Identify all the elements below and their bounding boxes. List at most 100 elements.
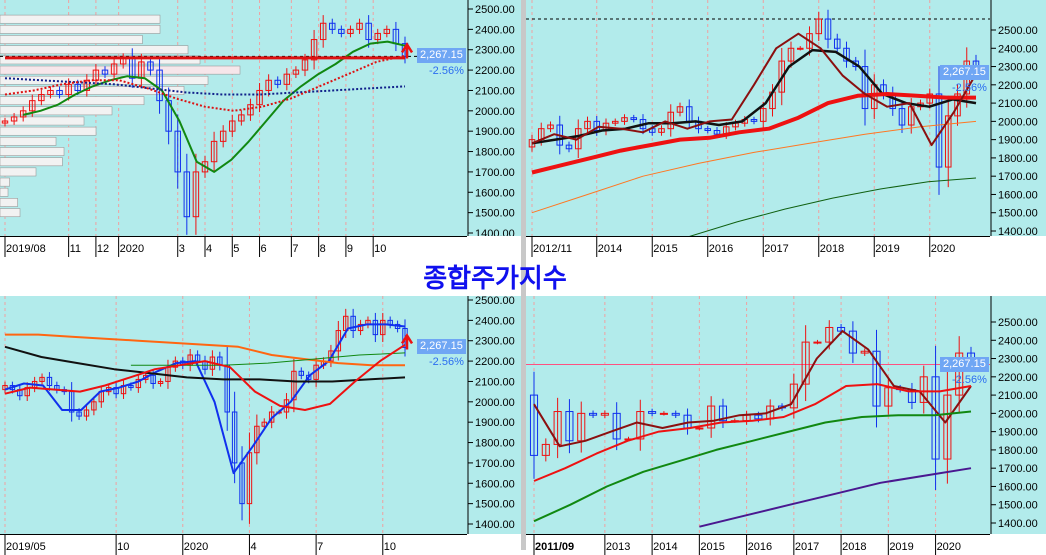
candle-body xyxy=(91,401,97,411)
candle-body xyxy=(833,38,841,49)
volume-profile-bar xyxy=(0,167,37,177)
candle-body xyxy=(815,18,823,35)
y-tick-label: 1600.00 xyxy=(475,187,515,199)
x-axis-canvas: 2019/05 10 2020 4 7 10 xyxy=(4,535,396,555)
candle-body xyxy=(707,405,716,429)
volume-profile-bar xyxy=(0,106,113,116)
ma-line-ma-orange xyxy=(531,120,977,214)
x-tick-label: 7 xyxy=(292,243,298,255)
candle-body xyxy=(380,319,386,336)
x-tick-label: 2017 xyxy=(795,541,819,553)
y-tick-label: 1700.00 xyxy=(475,167,515,179)
x-tick-label: 7 xyxy=(317,541,323,553)
y-axis-bottom-left: 1400.00 1500.00 1600.00 1700.00 1800.00 1900.… xyxy=(467,296,521,534)
candle-body xyxy=(39,376,45,382)
y-tick-label: 1800.00 xyxy=(998,153,1038,165)
candle-body xyxy=(547,124,554,130)
x-axis-canvas: 2011/09 2013 2014 2015 2016 2017 2018 2019 2020 xyxy=(533,535,961,555)
candle-body xyxy=(630,117,638,121)
x-tick-label: 12 xyxy=(97,243,109,255)
candle-body xyxy=(128,385,134,389)
y-tick-label: 2500.00 xyxy=(998,317,1038,329)
y-tick-label: 1900.00 xyxy=(475,417,515,429)
candle-body xyxy=(110,63,118,75)
x-tick-label: 2020 xyxy=(184,541,208,553)
candle-body xyxy=(789,383,798,409)
ma-line-ma-darkred xyxy=(533,330,972,448)
y-tick-label: 1700.00 xyxy=(998,171,1038,183)
ma-line-ma-purple xyxy=(699,467,972,528)
candle-body xyxy=(247,104,254,116)
candle-body xyxy=(872,350,881,407)
volume-profile-bar xyxy=(0,136,57,146)
candle-body xyxy=(636,411,645,440)
current-price-label: 2,267.15 xyxy=(417,48,466,64)
chart-daily[interactable] xyxy=(0,296,467,534)
candle-body xyxy=(192,171,200,218)
x-tick-label: 2015 xyxy=(700,541,724,553)
x-tick-label: 2016 xyxy=(748,541,772,553)
candle-body xyxy=(676,106,684,113)
x-tick-label: 2014 xyxy=(598,243,622,255)
panel-divider[interactable] xyxy=(521,0,526,550)
candle-body xyxy=(150,374,156,384)
candle-body xyxy=(210,140,218,163)
volume-profile-bar xyxy=(0,96,145,106)
candle-body xyxy=(529,394,539,456)
volume-profile-bar xyxy=(0,116,85,126)
x-axis-bottom-right: 2011/09 2013 2014 2015 2016 2017 2018 2019 2020 xyxy=(526,534,990,555)
candle-body xyxy=(350,315,356,332)
x-tick-label: 2013 xyxy=(606,541,630,553)
x-tick-label: 2012/11 xyxy=(533,243,572,255)
y-tick-label: 1900.00 xyxy=(475,126,515,138)
candle-body xyxy=(292,69,300,75)
x-tick-label: 5 xyxy=(233,243,239,255)
x-tick-label: 6 xyxy=(261,243,267,255)
y-axis-top-left: 1400.00 1500.00 1600.00 1700.00 1800.00 1900.… xyxy=(467,0,521,236)
candle-body xyxy=(813,341,822,344)
ma-line-ma-darkred xyxy=(531,32,977,147)
chart-daily-volume-profile[interactable] xyxy=(0,0,467,236)
candle-body xyxy=(658,128,665,133)
x-tick-label: 2020 xyxy=(120,243,144,255)
candle-body xyxy=(806,33,813,49)
candle-body xyxy=(357,323,364,332)
candle-body xyxy=(101,69,109,75)
chart-weekly[interactable] xyxy=(526,0,990,236)
candle-body xyxy=(931,376,940,460)
candle-body xyxy=(565,411,574,442)
candle-body xyxy=(310,39,318,61)
y-tick-label: 1700.00 xyxy=(475,458,515,470)
candle-body xyxy=(584,120,591,130)
y-tick-label: 1400.00 xyxy=(998,226,1038,236)
x-tick-label: 2011/09 xyxy=(535,541,574,553)
price-change-label: -2.56% xyxy=(429,65,464,78)
price-change-label: -2.56% xyxy=(952,81,987,94)
y-tick-label: 1900.00 xyxy=(998,135,1038,147)
ma-line-ma-orange xyxy=(5,333,405,367)
price-change-label: -2.56% xyxy=(952,373,987,386)
candle-body xyxy=(565,144,573,150)
volume-profile-bar xyxy=(0,55,201,65)
candle-body xyxy=(824,18,832,40)
y-tick-label: 2100.00 xyxy=(998,390,1038,402)
volume-profile-bar xyxy=(0,126,97,136)
x-tick-label: 2019 xyxy=(875,243,899,255)
volume-profile-bar xyxy=(0,35,143,44)
candle-body xyxy=(695,427,704,430)
chart-quarterly[interactable] xyxy=(526,296,990,534)
volume-profile-bar xyxy=(0,65,241,75)
candle-body xyxy=(135,378,142,389)
candle-body xyxy=(246,452,253,505)
x-tick-label: 10 xyxy=(117,541,129,553)
x-tick-label: 2020 xyxy=(931,243,955,255)
current-price-label: 2,267.15 xyxy=(940,356,989,372)
chart-canvas xyxy=(526,296,990,534)
volume-profile-bar xyxy=(0,157,63,167)
volume-profile-bar xyxy=(0,45,189,55)
candle-body xyxy=(787,47,795,62)
candle-body xyxy=(955,352,964,396)
candle-body xyxy=(174,130,181,173)
x-tick-label: 3 xyxy=(179,243,185,255)
candle-body xyxy=(47,89,54,96)
